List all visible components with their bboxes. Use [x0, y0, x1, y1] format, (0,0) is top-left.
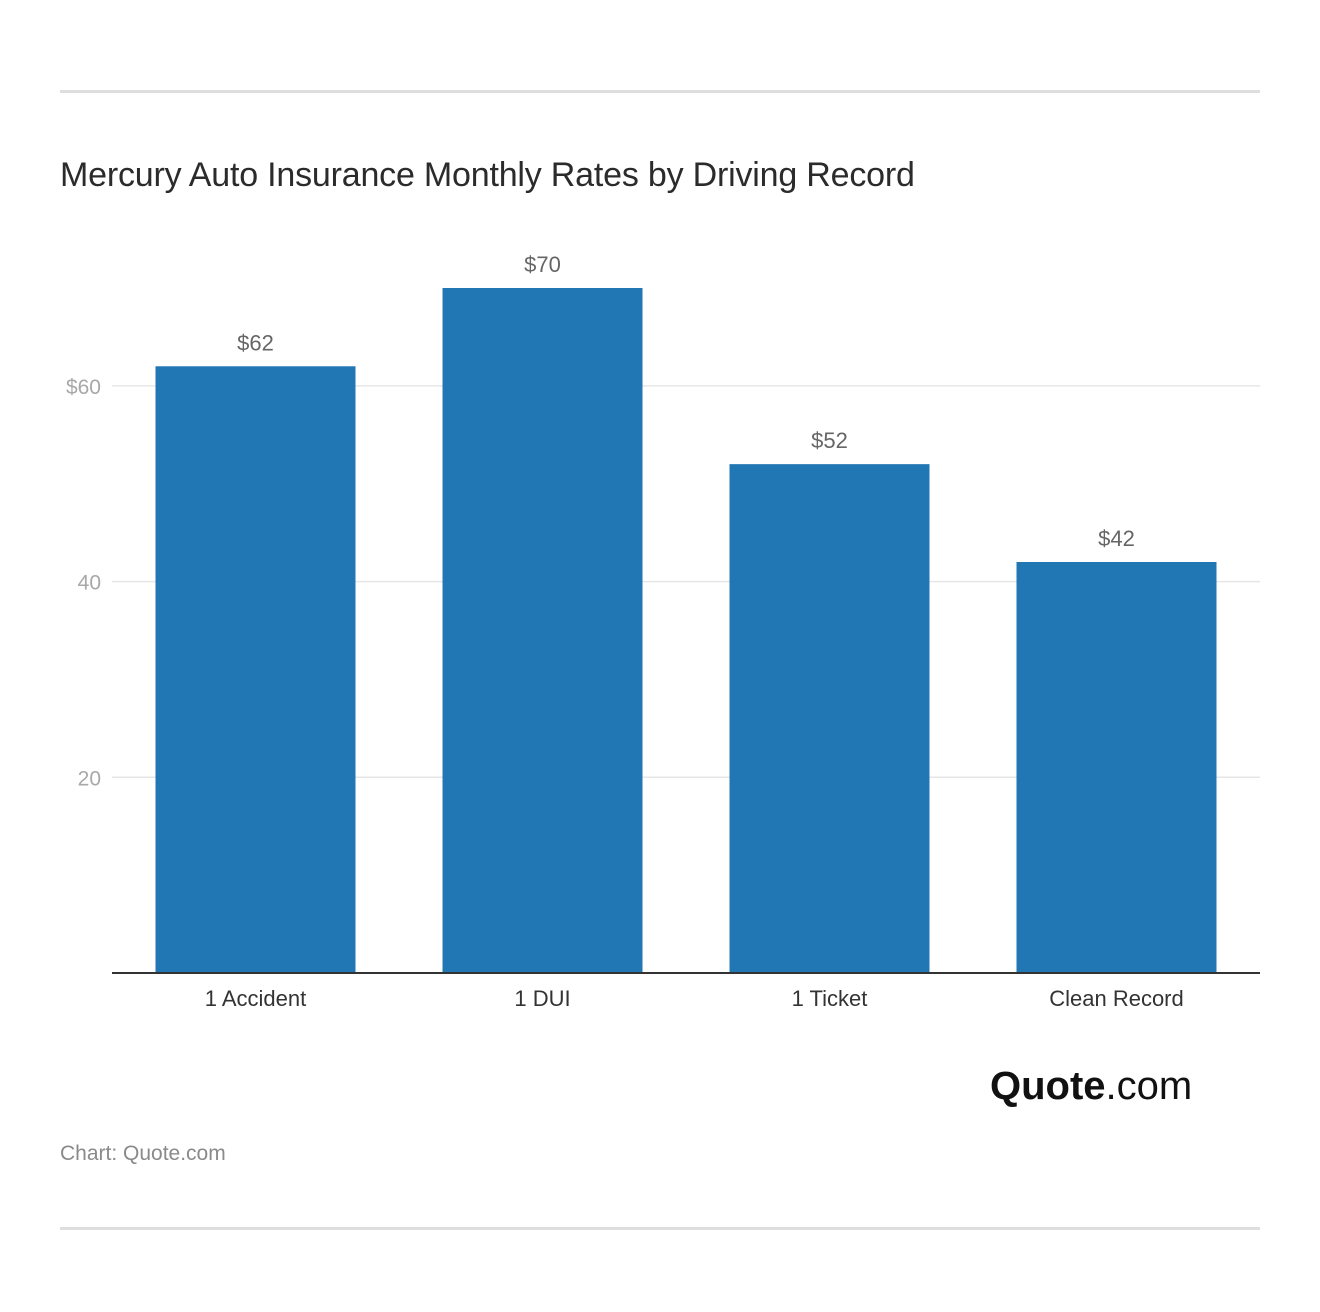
- y-tick-label: 20: [78, 767, 101, 790]
- chart-source: Chart: Quote.com: [60, 1142, 226, 1165]
- y-tick-label: $60: [66, 376, 101, 399]
- bar-value-label: $52: [811, 428, 848, 453]
- bar: [155, 366, 356, 973]
- bar: [1016, 562, 1217, 973]
- x-tick-label: Clean Record: [1049, 986, 1184, 1011]
- x-tick-label: 1 Accident: [205, 986, 307, 1011]
- bar-value-label: $62: [237, 330, 274, 355]
- top-divider: [60, 90, 1260, 93]
- brand-suffix: .com: [1105, 1064, 1193, 1108]
- bottom-divider: [60, 1227, 1260, 1230]
- y-tick-label: 40: [78, 572, 101, 595]
- bar: [729, 464, 930, 973]
- x-tick-label: 1 Ticket: [792, 986, 868, 1011]
- brand-name: Quote: [990, 1064, 1106, 1108]
- x-tick-label: 1 DUI: [514, 986, 570, 1011]
- brand-logo: Quote.com: [990, 1064, 1192, 1109]
- bar-chart: 20 40 $60 $62 1 Accident $70 1 DUI $52 1 Ticket $…: [66, 252, 1260, 1011]
- bar-value-label: $42: [1098, 526, 1135, 551]
- bar: [442, 288, 643, 973]
- chart-title: Mercury Auto Insurance Monthly Rates by …: [60, 156, 915, 194]
- bar-value-label: $70: [524, 252, 561, 277]
